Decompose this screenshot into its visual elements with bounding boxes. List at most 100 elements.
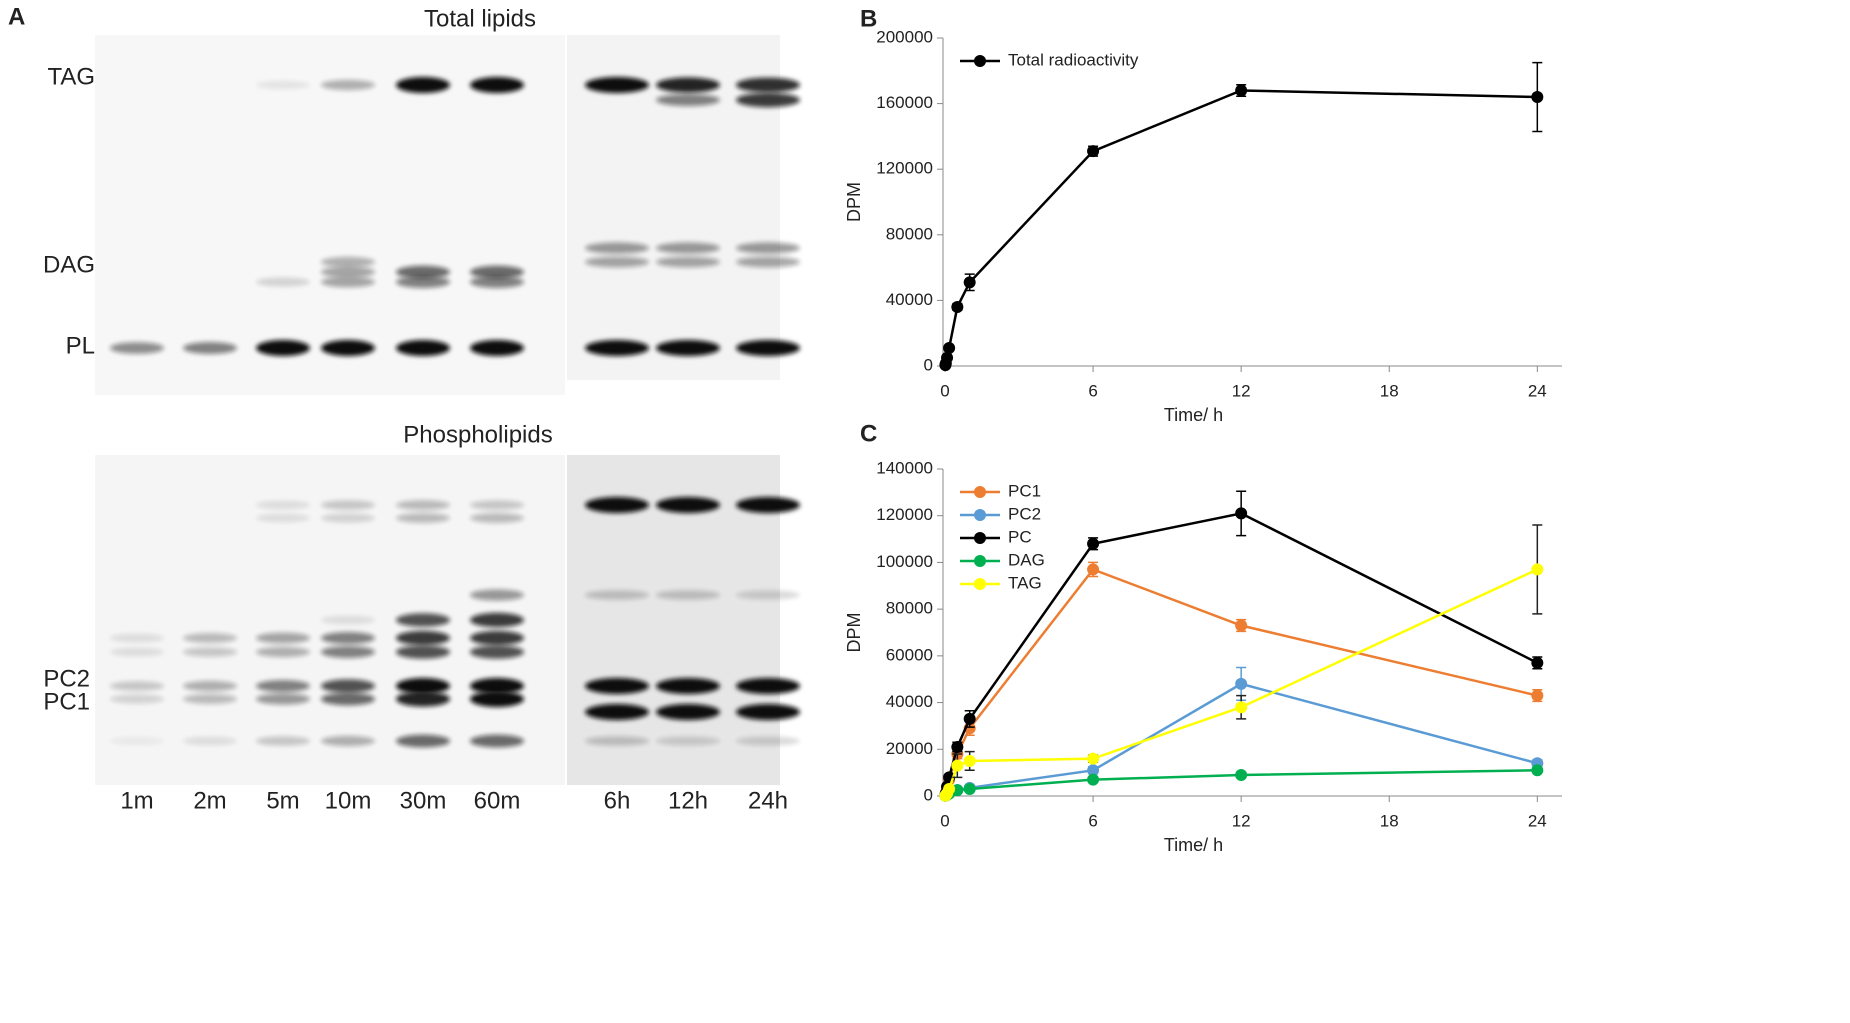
band-label: PC1 bbox=[43, 688, 90, 715]
gel-band bbox=[736, 590, 800, 600]
data-point bbox=[1087, 563, 1100, 576]
gel-band bbox=[183, 694, 237, 704]
legend-swatch bbox=[974, 578, 986, 590]
y-tick-label: 120000 bbox=[876, 159, 933, 178]
panel-letter: A bbox=[8, 3, 25, 30]
data-point bbox=[1235, 677, 1248, 690]
gel-band bbox=[470, 612, 524, 628]
gel-band bbox=[470, 678, 524, 694]
gel-band bbox=[321, 679, 375, 693]
gel-band bbox=[321, 692, 375, 706]
data-point bbox=[963, 712, 976, 725]
y-tick-label: 60000 bbox=[886, 645, 933, 664]
gel-band bbox=[110, 694, 164, 704]
gel-band bbox=[656, 94, 720, 106]
gel-band bbox=[256, 513, 310, 523]
y-tick-label: 140000 bbox=[876, 458, 933, 477]
gel-band bbox=[396, 734, 450, 748]
gel bbox=[95, 35, 565, 395]
lane-label: 6h bbox=[604, 787, 631, 814]
y-tick-label: 200000 bbox=[876, 27, 933, 46]
gel-band bbox=[396, 500, 450, 510]
data-point bbox=[963, 276, 976, 289]
gel-band bbox=[736, 678, 800, 694]
gel-band bbox=[396, 691, 450, 707]
gel-band bbox=[470, 589, 524, 601]
data-point bbox=[1531, 656, 1544, 669]
y-axis-label: DPM bbox=[844, 613, 864, 653]
gel-band bbox=[585, 340, 649, 356]
legend-swatch bbox=[974, 555, 986, 567]
gel-band bbox=[396, 613, 450, 627]
data-point bbox=[943, 782, 956, 795]
gel-band bbox=[656, 678, 720, 694]
gel-band bbox=[656, 590, 720, 600]
gel-band bbox=[321, 256, 375, 268]
gel-band bbox=[321, 276, 375, 288]
gel-images bbox=[95, 35, 800, 785]
gel-band bbox=[585, 704, 649, 720]
gel-band bbox=[736, 77, 800, 93]
gel-band bbox=[183, 736, 237, 746]
y-tick-label: 0 bbox=[924, 355, 933, 374]
gel-band bbox=[656, 242, 720, 254]
gel-band bbox=[321, 735, 375, 747]
gel-band bbox=[396, 630, 450, 646]
gel-band bbox=[470, 645, 524, 659]
gel-band bbox=[585, 77, 649, 93]
gel bbox=[567, 35, 780, 380]
series-line bbox=[944, 89, 1538, 366]
gel-band bbox=[110, 647, 164, 657]
gel-band bbox=[396, 77, 450, 93]
legend-label: PC2 bbox=[1008, 504, 1041, 523]
x-tick-label: 12 bbox=[1232, 811, 1251, 830]
gel-band bbox=[256, 736, 310, 746]
y-tick-label: 100000 bbox=[876, 552, 933, 571]
gel-band bbox=[656, 704, 720, 720]
gel-band bbox=[183, 633, 237, 643]
data-point bbox=[951, 740, 964, 753]
data-point bbox=[1531, 91, 1544, 104]
gel-band bbox=[396, 276, 450, 288]
legend-label: PC1 bbox=[1008, 481, 1041, 500]
gel-band bbox=[585, 678, 649, 694]
gel-band bbox=[256, 646, 310, 658]
y-tick-label: 40000 bbox=[886, 290, 933, 309]
gel-band bbox=[396, 645, 450, 659]
gel-band bbox=[470, 77, 524, 93]
band-label: TAG bbox=[47, 63, 95, 90]
lane-label: 2m bbox=[193, 787, 226, 814]
data-point bbox=[951, 300, 964, 313]
gel-band bbox=[656, 736, 720, 746]
gel-band bbox=[656, 340, 720, 356]
y-tick-label: 80000 bbox=[886, 599, 933, 618]
y-tick-label: 80000 bbox=[886, 224, 933, 243]
gel-title: Total lipids bbox=[424, 5, 536, 32]
lane-label: 10m bbox=[325, 787, 372, 814]
gel-band bbox=[736, 497, 800, 513]
y-tick-label: 40000 bbox=[886, 692, 933, 711]
legend-label: TAG bbox=[1008, 573, 1042, 592]
data-point bbox=[1531, 764, 1544, 777]
x-tick-label: 18 bbox=[1380, 381, 1399, 400]
gel-band bbox=[110, 342, 164, 354]
gel-band bbox=[396, 265, 450, 279]
legend-swatch bbox=[974, 509, 986, 521]
gel-band bbox=[256, 500, 310, 510]
gel-band bbox=[470, 500, 524, 510]
x-tick-label: 24 bbox=[1528, 381, 1547, 400]
lane-label: 30m bbox=[400, 787, 447, 814]
data-point bbox=[951, 759, 964, 772]
y-tick-label: 20000 bbox=[886, 739, 933, 758]
gel-band bbox=[183, 647, 237, 657]
gel-band bbox=[321, 79, 375, 91]
gel-band bbox=[470, 265, 524, 279]
lane-label: 24h bbox=[748, 787, 788, 814]
gel-band bbox=[585, 242, 649, 254]
gel-band bbox=[396, 340, 450, 356]
x-tick-label: 18 bbox=[1380, 811, 1399, 830]
gel-band bbox=[736, 92, 800, 108]
gel-band bbox=[321, 646, 375, 658]
data-point bbox=[1235, 619, 1248, 632]
